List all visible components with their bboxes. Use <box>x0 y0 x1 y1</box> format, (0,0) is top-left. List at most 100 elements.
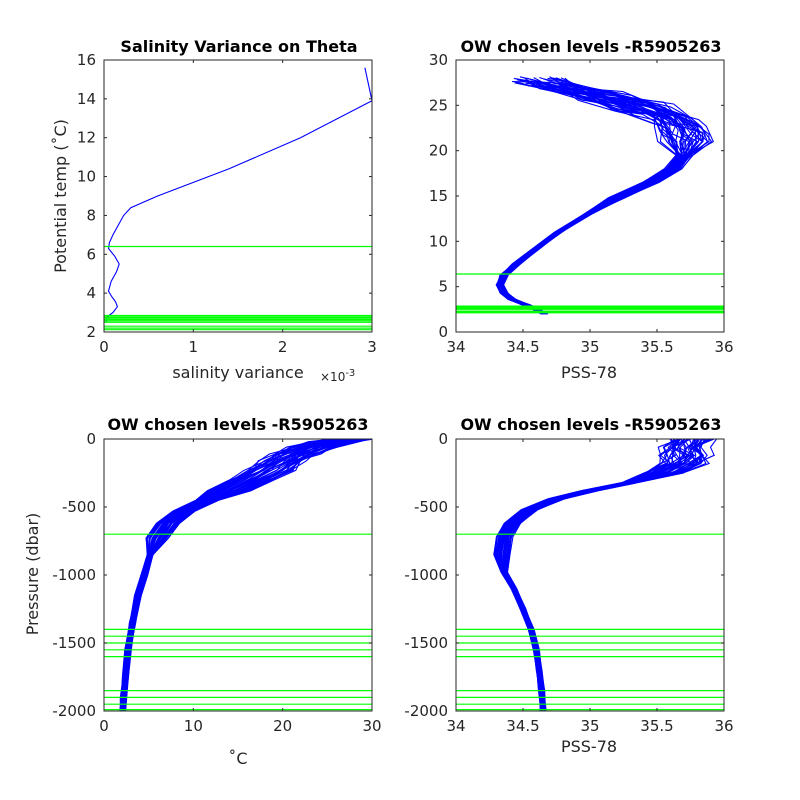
profile-line <box>119 439 334 711</box>
x-tick-label: 35 <box>580 338 599 356</box>
profile-line <box>119 439 333 711</box>
y-tick-label: 14 <box>77 90 96 108</box>
profile-line <box>504 439 709 711</box>
profile-line <box>124 439 369 711</box>
x-tick-label: 10 <box>184 717 203 735</box>
profile-line <box>502 439 701 711</box>
profile-line <box>500 80 685 315</box>
y-tick-label: -1500 <box>404 634 448 652</box>
profile-line <box>503 439 694 711</box>
profile-line <box>495 81 678 315</box>
y-tick-label: 4 <box>86 284 96 302</box>
y-tick-label: 16 <box>77 51 96 69</box>
profile-line <box>500 439 698 711</box>
profile-line <box>124 439 372 711</box>
plot-area: 0 10 20 30 0 -500 -1000 -1500 -2000 <box>52 430 381 735</box>
y-axis-label: Potential temp (˚C) <box>51 119 70 273</box>
y-tick-label: 8 <box>86 206 96 224</box>
profile-line <box>505 439 705 711</box>
x-tick-label: 1 <box>189 338 199 356</box>
x-tick-label: 0 <box>99 338 109 356</box>
y-axis-label: Pressure (dbar) <box>23 513 42 636</box>
panel-temperature-pressure: OW chosen levels -R5905263 0 10 20 30 0 -500 -… <box>23 415 382 768</box>
axes-box <box>103 59 373 333</box>
plot-marks <box>104 439 372 711</box>
x-tick-label: 35 <box>580 717 599 735</box>
profile-line <box>501 82 704 315</box>
x-tick-label: 35.5 <box>640 717 673 735</box>
y-tick-label: 10 <box>77 168 96 186</box>
x-tick-label: 0 <box>99 717 109 735</box>
x-tick-label: 35.5 <box>640 338 673 356</box>
profile-line <box>119 439 334 711</box>
y-tick-label: -500 <box>414 498 448 516</box>
x-axis-label: PSS-78 <box>561 363 617 382</box>
profile-line <box>496 82 678 315</box>
y-tick-label: 25 <box>429 96 448 114</box>
y-tick-label: 6 <box>86 245 96 263</box>
profile-line <box>500 79 704 315</box>
plot-marks <box>456 76 724 315</box>
profile-line <box>501 439 695 711</box>
profile-line <box>500 439 696 711</box>
y-tick-label: -2000 <box>52 702 96 720</box>
profile-line <box>119 439 336 711</box>
x-tick-label: 20 <box>273 717 292 735</box>
axes-box <box>455 438 725 712</box>
profile-line <box>502 439 695 711</box>
profile-line <box>105 67 372 323</box>
profile-line <box>499 439 691 711</box>
profile-line <box>497 439 684 711</box>
plot-area: 34 34.5 35 35.5 36 0 -500 -1000 -1500 -2000 <box>404 430 733 735</box>
profile-line <box>500 86 687 315</box>
profile-line <box>497 82 678 315</box>
plot-area: 34 34.5 35 35.5 36 0 5 10 15 20 25 30 <box>429 51 734 356</box>
x-tick-label: 36 <box>714 338 733 356</box>
profile-line <box>120 439 332 711</box>
y-tick-label: -2000 <box>404 702 448 720</box>
profile-line <box>499 439 687 711</box>
y-tick-label: 20 <box>429 142 448 160</box>
profile-line <box>498 439 687 711</box>
profile-line <box>502 77 713 315</box>
x-tick-label: 34 <box>446 717 465 735</box>
profile-line <box>500 439 689 711</box>
profile-line <box>504 439 703 711</box>
panel-salinity-variance: Salinity Variance on Theta 0 1 2 3246810121… <box>51 37 377 384</box>
panel-title: OW chosen levels -R5905263 <box>460 37 721 56</box>
panel-title: OW chosen levels -R5905263 <box>460 415 721 434</box>
profile-line <box>502 439 699 711</box>
profile-line <box>120 439 330 711</box>
profile-line <box>505 439 704 711</box>
profile-line <box>499 81 699 315</box>
x-exponent-base: ×10 <box>320 370 345 384</box>
profile-line <box>119 439 334 711</box>
profile-line <box>499 439 689 711</box>
y-tick-label: 0 <box>86 430 96 448</box>
y-tick-label: -1500 <box>52 634 96 652</box>
profile-line <box>498 439 686 711</box>
x-tick-label: 34.5 <box>506 717 539 735</box>
y-tick-label: 2 <box>86 323 96 341</box>
panel-salinity-theta: OW chosen levels -R5905263 34 34.5 35 35.5 3… <box>429 37 734 382</box>
profile-line <box>500 84 694 315</box>
x-exponent: ×10-3 <box>320 368 355 384</box>
y-tick-label: 5 <box>438 278 448 296</box>
plot-marks <box>104 67 372 331</box>
x-tick-label: 30 <box>362 717 381 735</box>
y-tick-label: -1000 <box>52 566 96 584</box>
panel-salinity-pressure: OW chosen levels -R5905263 34 34.5 35 35.5 3… <box>404 415 733 756</box>
profile-line <box>501 76 710 315</box>
y-tick-label: 12 <box>77 129 96 147</box>
profile-line <box>504 439 704 711</box>
x-tick-label: 3 <box>367 338 377 356</box>
y-tick-label: 10 <box>429 232 448 250</box>
y-tick-label: 30 <box>429 51 448 69</box>
profile-line <box>506 439 718 711</box>
panel-title: Salinity Variance on Theta <box>120 37 357 56</box>
profile-line <box>498 439 692 711</box>
profile-line <box>498 82 679 315</box>
x-tick-label: 34 <box>446 338 465 356</box>
y-tick-label: -500 <box>62 498 96 516</box>
